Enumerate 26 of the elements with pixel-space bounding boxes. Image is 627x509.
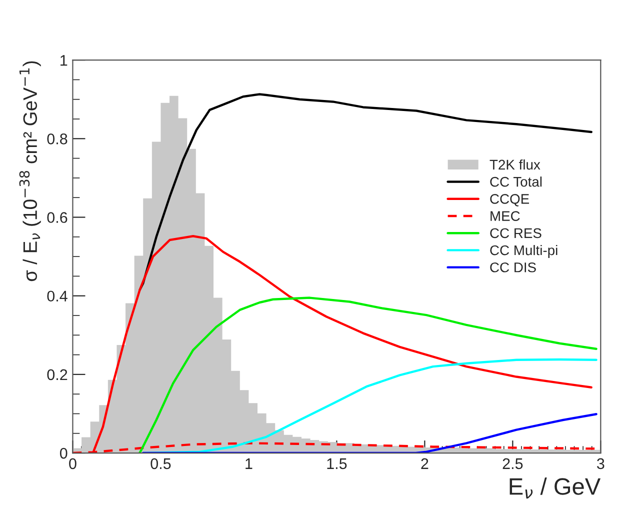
x-tick-label: 0 — [69, 458, 76, 470]
line-series — [142, 413, 598, 454]
x-axis-title: E$_{ν}$ / GeV — [510, 478, 601, 499]
legend-label: MEC — [490, 211, 520, 221]
legend-label: T2K flux — [490, 159, 540, 170]
y-tick-label: 0 — [60, 448, 68, 459]
line-series — [138, 93, 592, 292]
x-tick-label: 2 — [421, 458, 428, 469]
x-tick-label: 1 — [246, 458, 252, 469]
legend-label: CCQE — [490, 194, 530, 206]
line-series — [142, 358, 598, 454]
x-tick-label: 3 — [597, 458, 604, 470]
x-tick-label: 2.5 — [502, 458, 523, 470]
y-axis-title: σ / E$_{ν}$ (10$^{−38}$ cm² GeV$^{−1}$) — [19, 61, 41, 282]
y-tick-label: 0.8 — [47, 134, 68, 144]
legend-label: CC Multi-pi — [490, 244, 558, 258]
legend-label: CC DIS — [490, 262, 536, 272]
legend-label: CC Total — [490, 176, 542, 187]
y-tick-label: 0.4 — [47, 290, 68, 302]
x-tick-label: 0.5 — [150, 458, 171, 470]
y-tick-label: 0.2 — [47, 369, 68, 380]
x-tick-label: 1.5 — [327, 458, 347, 470]
y-tick-label: 0.6 — [47, 212, 68, 223]
legend-label: CC RES — [490, 228, 542, 238]
y-tick-label: 1 — [60, 55, 68, 66]
line-series — [138, 296, 598, 454]
